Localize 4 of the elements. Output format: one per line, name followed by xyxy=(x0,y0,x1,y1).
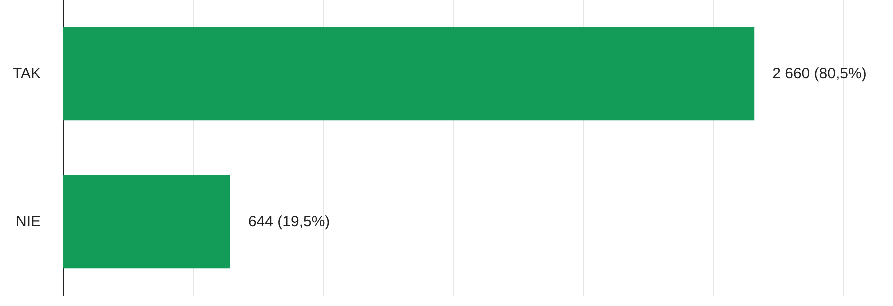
y-tick-label: TAK xyxy=(12,66,41,82)
data-label: 2 660 (80,5%) xyxy=(772,66,867,82)
data-label: 644 (19,5%) xyxy=(248,214,330,230)
y-tick-label: NIE xyxy=(16,214,41,230)
